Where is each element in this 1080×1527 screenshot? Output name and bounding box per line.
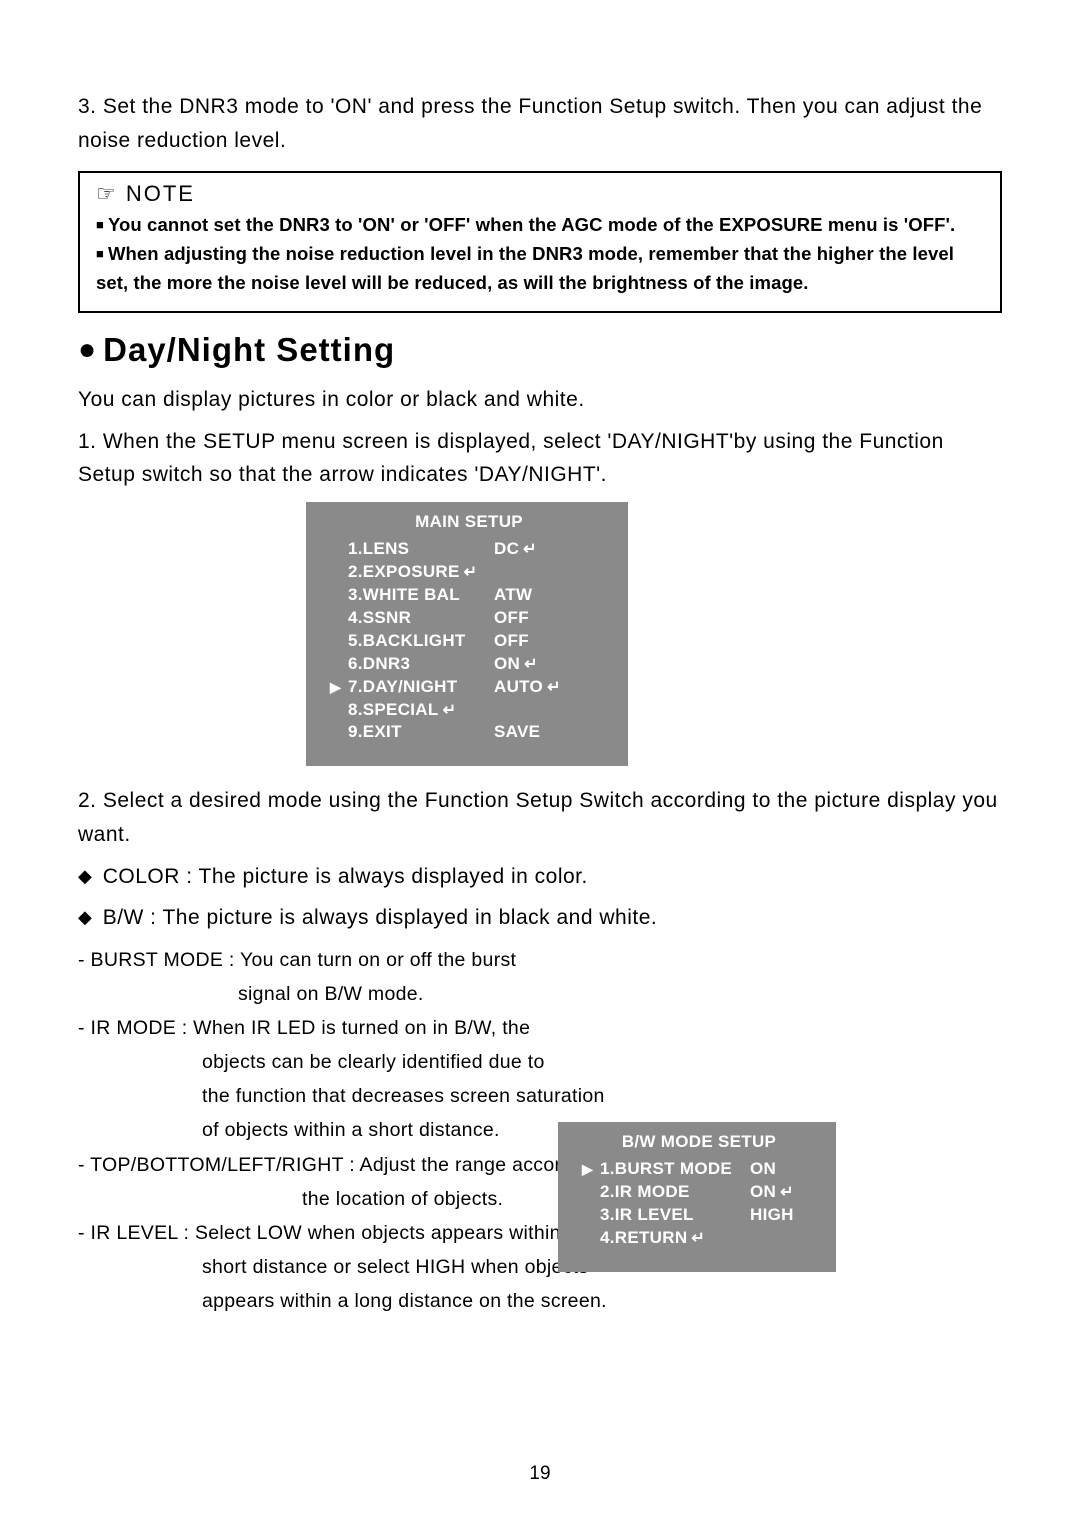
- menu-row: 3.WHITE BALATW: [330, 584, 608, 607]
- irlvl-l2: short distance or select HIGH when objec…: [78, 1250, 1002, 1284]
- menu-item-label: 5.BACKLIGHT: [348, 630, 494, 653]
- circle-bullet-icon: ●: [78, 333, 97, 366]
- manual-page: 3. Set the DNR3 mode to 'ON' and press t…: [0, 0, 1080, 1527]
- menu-item-value: ON↵: [750, 1181, 794, 1204]
- menu-item-value: ON: [750, 1158, 776, 1181]
- enter-icon: ↵: [464, 564, 478, 581]
- cursor-icon: ▶: [330, 678, 348, 697]
- section-title-text: Day/Night Setting: [103, 331, 395, 368]
- menu-item-value: ON↵: [494, 653, 538, 676]
- page-number: 19: [0, 1463, 1080, 1485]
- note-line-2: ■When adjusting the noise reduction leve…: [96, 240, 984, 297]
- enter-icon: ↵: [780, 1184, 794, 1201]
- menu-row: 8.SPECIAL↵: [330, 699, 608, 722]
- menu-item-value: HIGH: [750, 1204, 794, 1227]
- mode-bw-text: B/W : The picture is always displayed in…: [103, 906, 658, 929]
- irlvl-l3: appears within a long distance on the sc…: [78, 1284, 1002, 1318]
- enter-icon: ↵: [523, 541, 537, 558]
- menu-item-value: DC↵: [494, 538, 537, 561]
- menu-row: 3.IR LEVELHIGH: [582, 1204, 816, 1227]
- menu-item-label: 3.IR LEVEL: [600, 1204, 750, 1227]
- tblr-l2: the location of objects.: [78, 1182, 1002, 1216]
- note-title: ☞ NOTE: [96, 181, 984, 207]
- note-text: You cannot set the DNR3 to 'ON' or 'OFF'…: [108, 214, 955, 235]
- enter-icon: ↵: [443, 702, 457, 719]
- menu-row: 5.BACKLIGHTOFF: [330, 630, 608, 653]
- menu-row: 2.EXPOSURE↵: [330, 561, 608, 584]
- menu-item-value: ATW: [494, 584, 532, 607]
- menu-row: ▶1.BURST MODEON: [582, 1158, 816, 1181]
- step3-text: 3. Set the DNR3 mode to 'ON' and press t…: [78, 90, 1002, 157]
- enter-icon: ↵: [691, 1230, 705, 1247]
- tblr-l1: - TOP/BOTTOM/LEFT/RIGHT : Adjust the ran…: [78, 1148, 1002, 1182]
- ir-mode-l3: the function that decreases screen satur…: [78, 1079, 1002, 1113]
- menu-row: 9.EXITSAVE: [330, 721, 608, 744]
- menu-title: B/W MODE SETUP: [582, 1132, 816, 1152]
- menu-row: ▶7.DAY/NIGHTAUTO↵: [330, 676, 608, 699]
- burst-mode-l2: signal on B/W mode.: [78, 977, 1002, 1011]
- menu-item-label: 2.IR MODE: [600, 1181, 750, 1204]
- square-bullet-icon: ■: [96, 246, 104, 261]
- diamond-bullet-icon: ◆: [78, 907, 92, 927]
- menu-item-label: 9.EXIT: [348, 721, 494, 744]
- ir-mode-l2: objects can be clearly identified due to: [78, 1045, 1002, 1079]
- menu-item-label: 7.DAY/NIGHT: [348, 676, 494, 699]
- menu-item-value: OFF: [494, 607, 529, 630]
- menu-item-label: 6.DNR3: [348, 653, 494, 676]
- bw-mode-setup-menu: B/W MODE SETUP ▶1.BURST MODEON2.IR MODEO…: [558, 1122, 836, 1272]
- irlvl-l1: - IR LEVEL : Select LOW when objects app…: [78, 1216, 1002, 1250]
- menu-item-label: 4.RETURN↵: [600, 1227, 750, 1250]
- enter-icon: ↵: [524, 656, 538, 673]
- menu-title: MAIN SETUP: [330, 512, 608, 532]
- enter-icon: ↵: [547, 679, 561, 696]
- menu-row: 2.IR MODEON↵: [582, 1181, 816, 1204]
- menu-item-label: 2.EXPOSURE↵: [348, 561, 494, 584]
- mode-color-text: COLOR : The picture is always displayed …: [103, 865, 588, 888]
- section-heading: ●Day/Night Setting: [78, 331, 1002, 369]
- square-bullet-icon: ■: [96, 217, 104, 232]
- menu-item-label: 4.SSNR: [348, 607, 494, 630]
- menu-item-label: 1.BURST MODE: [600, 1158, 750, 1181]
- menu-item-value: SAVE: [494, 721, 540, 744]
- intro-text: You can display pictures in color or bla…: [78, 383, 1002, 417]
- menu-row: 6.DNR3ON↵: [330, 653, 608, 676]
- note-line-1: ■ You cannot set the DNR3 to 'ON' or 'OFF…: [96, 211, 984, 240]
- menu-row: 4.RETURN↵: [582, 1227, 816, 1250]
- mode-color: ◆ COLOR : The picture is always displaye…: [78, 860, 1002, 894]
- cursor-icon: ▶: [582, 1160, 600, 1179]
- burst-mode-l1: - BURST MODE : You can turn on or off th…: [78, 943, 1002, 977]
- menu-item-label: 3.WHITE BAL: [348, 584, 494, 607]
- step2-text: 2. Select a desired mode using the Funct…: [78, 784, 1002, 851]
- ir-mode-l4: of objects within a short distance.: [78, 1113, 1002, 1147]
- note-box: ☞ NOTE ■ You cannot set the DNR3 to 'ON' …: [78, 171, 1002, 313]
- menu-item-label: 1.LENS: [348, 538, 494, 561]
- ir-mode-l1: - IR MODE : When IR LED is turned on in …: [78, 1011, 1002, 1045]
- menu-item-value: OFF: [494, 630, 529, 653]
- menu-item-value: AUTO↵: [494, 676, 561, 699]
- note-text: When adjusting the noise reduction level…: [96, 243, 954, 293]
- mode-bw: ◆ B/W : The picture is always displayed …: [78, 901, 1002, 935]
- menu-row: 1.LENSDC↵: [330, 538, 608, 561]
- menu-item-label: 8.SPECIAL↵: [348, 699, 494, 722]
- diamond-bullet-icon: ◆: [78, 866, 92, 886]
- main-setup-menu: MAIN SETUP 1.LENSDC↵2.EXPOSURE↵3.WHITE B…: [306, 502, 628, 766]
- step1-text: 1. When the SETUP menu screen is display…: [78, 425, 1002, 492]
- menu-row: 4.SSNROFF: [330, 607, 608, 630]
